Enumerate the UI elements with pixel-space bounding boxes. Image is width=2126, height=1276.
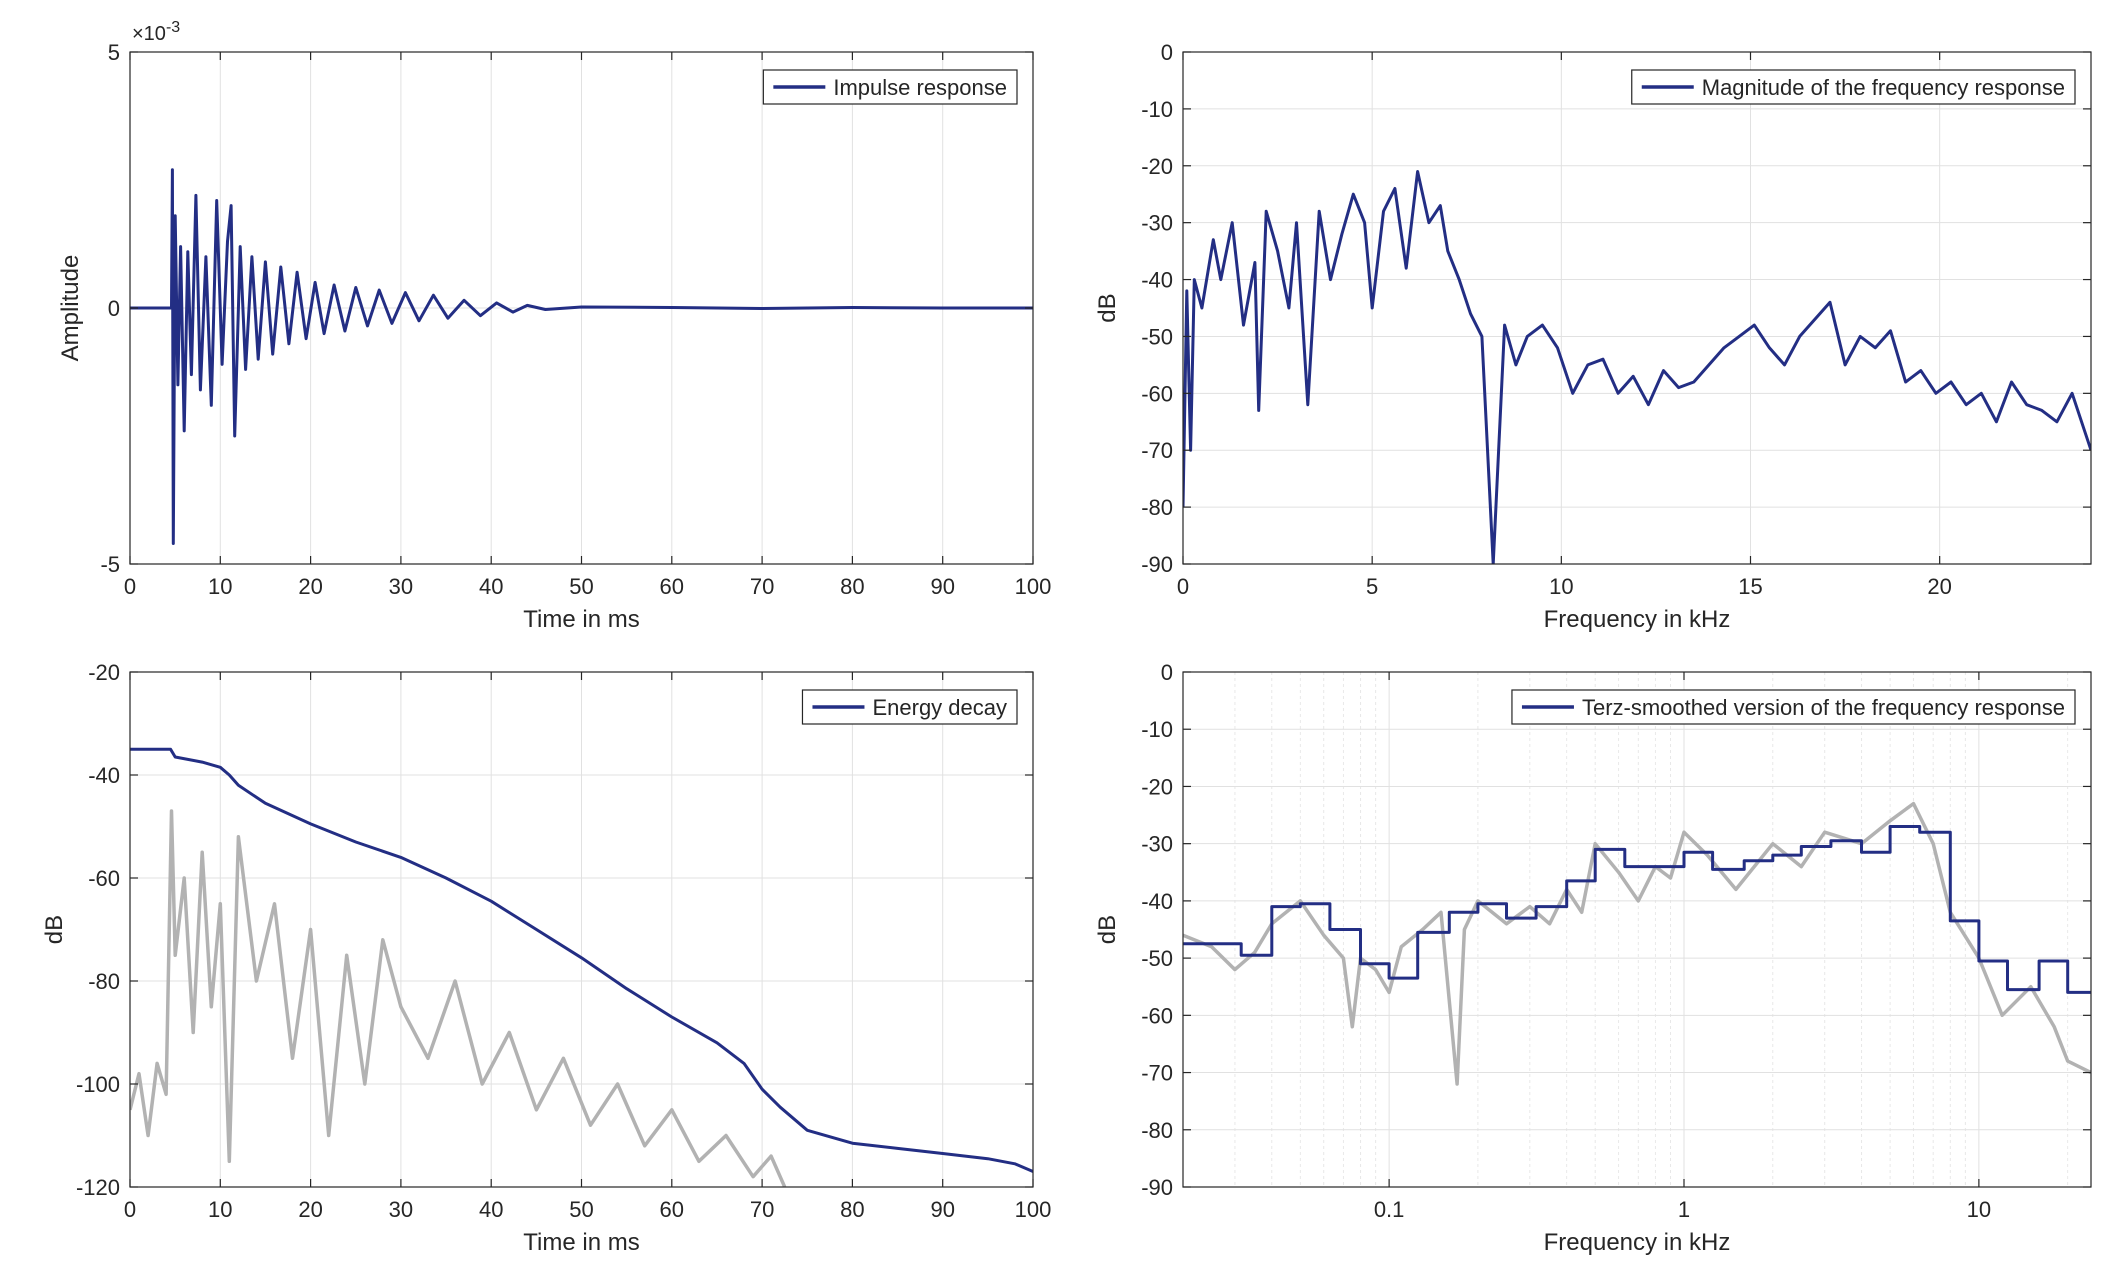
y-tick-label: -40 — [88, 763, 120, 788]
y-tick-label: -100 — [76, 1072, 120, 1097]
x-tick-label: 10 — [208, 574, 232, 599]
y-tick-label: -90 — [1141, 552, 1173, 577]
y-tick-label: -20 — [1141, 154, 1173, 179]
y-tick-label: -10 — [1141, 97, 1173, 122]
x-tick-label: 30 — [389, 574, 413, 599]
axes-box — [1182, 51, 2092, 565]
x-tick-label: 40 — [479, 1197, 503, 1222]
x-axis-label: Frequency in kHz — [1544, 606, 1731, 633]
legend: Terz-smoothed version of the frequency r… — [1511, 689, 2076, 725]
y-tick-label: -80 — [1141, 495, 1173, 520]
y-tick-label: 0 — [1161, 40, 1173, 65]
y-tick-label: 5 — [108, 40, 120, 65]
y-tick-label: -120 — [76, 1175, 120, 1200]
x-tick-label: 0.1 — [1374, 1197, 1405, 1222]
x-axis-label: Frequency in kHz — [1544, 1229, 1731, 1256]
y-tick-label: -20 — [1141, 774, 1173, 799]
x-tick-label: 10 — [1549, 574, 1573, 599]
y-tick-label: -40 — [1141, 268, 1173, 293]
x-tick-label: 80 — [840, 1197, 864, 1222]
energy-decay-panel: 0 10 20 30 40 50 60 70 80 90 100 -20 -40 -60 -80 -100 -1… — [41, 660, 1051, 1256]
x-tick-label: 70 — [750, 1197, 774, 1222]
x-tick-label: 40 — [479, 574, 503, 599]
x-tick-label: 1 — [1678, 1197, 1690, 1222]
x-tick-label: 70 — [750, 574, 774, 599]
x-tick-label: 100 — [1015, 1197, 1052, 1222]
y-tick-label: -70 — [1141, 438, 1173, 463]
x-axis-label: Time in ms — [523, 1229, 639, 1256]
x-tick-label: 20 — [298, 1197, 322, 1222]
frequency-magnitude-panel: 0 5 10 15 20 0 -10 -20 -30 -40 -50 -60 -70 -80 -90 Freq… — [1094, 40, 2092, 633]
x-tick-label: 15 — [1738, 574, 1762, 599]
y-tick-label: -20 — [88, 660, 120, 685]
legend-label: Magnitude of the frequency response — [1702, 75, 2065, 100]
x-tick-label: 5 — [1366, 574, 1378, 599]
y-tick-label: -30 — [1141, 211, 1173, 236]
plot-area — [1183, 52, 2091, 564]
legend: Magnitude of the frequency response — [1631, 69, 2076, 105]
y-axis-label: Amplitude — [57, 255, 84, 362]
x-tick-label: 0 — [1177, 574, 1189, 599]
series-line-gray — [130, 809, 787, 1187]
y-tick-label: -60 — [88, 866, 120, 891]
y-tick-label: -40 — [1141, 889, 1173, 914]
series-line-main — [1183, 825, 2091, 994]
legend-box — [1511, 689, 2076, 725]
legend-box — [1631, 69, 2076, 105]
x-tick-label: 90 — [930, 1197, 954, 1222]
y-tick-label: -50 — [1141, 324, 1173, 349]
y-axis-label: dB — [41, 915, 68, 944]
y-tick-label: 0 — [108, 296, 120, 321]
x-tick-label: 10 — [1967, 1197, 1991, 1222]
x-tick-label: 50 — [569, 1197, 593, 1222]
x-tick-label: 0 — [124, 1197, 136, 1222]
x-tick-label: 50 — [569, 574, 593, 599]
x-tick-label: 90 — [930, 574, 954, 599]
legend: Energy decay — [801, 689, 1018, 725]
y-exponent-label: ×10-3 — [132, 19, 180, 45]
x-tick-label: 20 — [1927, 574, 1951, 599]
x-tick-label: 30 — [389, 1197, 413, 1222]
legend-label: Energy decay — [872, 695, 1007, 720]
y-tick-label: -30 — [1141, 832, 1173, 857]
series-line-main — [130, 747, 1033, 1173]
y-tick-label: -80 — [88, 969, 120, 994]
x-tick-label: 0 — [124, 574, 136, 599]
x-axis-label: Time in ms — [523, 606, 639, 633]
terz-smoothed-panel: 0.1 1 10 0 -10 -20 -30 -40 -50 -60 -70 -80 -90 Freque… — [1094, 660, 2092, 1256]
y-axis-label: dB — [1094, 293, 1121, 322]
y-tick-label: -90 — [1141, 1175, 1173, 1200]
x-tick-label: 10 — [208, 1197, 232, 1222]
series-line-main — [1183, 170, 2091, 564]
legend-label: Terz-smoothed version of the frequency r… — [1582, 695, 2065, 720]
y-tick-label: -60 — [1141, 381, 1173, 406]
axes-box — [1182, 671, 2092, 1188]
series-line-gray — [1183, 801, 2091, 1086]
x-tick-label: 100 — [1015, 574, 1052, 599]
x-tick-label: 60 — [660, 574, 684, 599]
series-line-main — [130, 168, 1033, 545]
legend-label: Impulse response — [833, 75, 1007, 100]
y-tick-label: -60 — [1141, 1003, 1173, 1028]
y-tick-label: -5 — [100, 552, 120, 577]
y-tick-label: 0 — [1161, 660, 1173, 685]
y-axis-label: dB — [1094, 915, 1121, 944]
x-tick-label: 80 — [840, 574, 864, 599]
y-tick-label: -70 — [1141, 1061, 1173, 1086]
legend: Impulse response — [762, 69, 1018, 105]
x-tick-label: 60 — [660, 1197, 684, 1222]
x-tick-label: 20 — [298, 574, 322, 599]
y-tick-label: -50 — [1141, 946, 1173, 971]
y-tick-label: -10 — [1141, 717, 1173, 742]
y-tick-label: -80 — [1141, 1118, 1173, 1143]
